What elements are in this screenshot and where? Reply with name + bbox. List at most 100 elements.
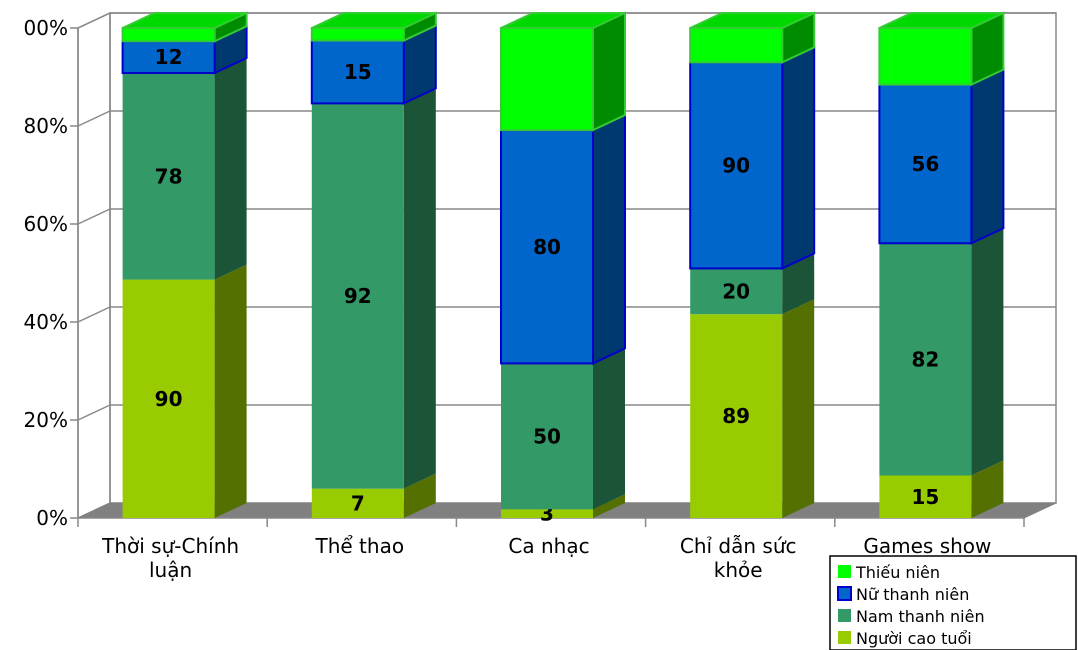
bar-side: [781, 45, 816, 270]
bar-front: [878, 83, 973, 245]
x-tick-label: Chỉ dẫn sức khỏe: [680, 534, 797, 582]
y-tick-label: 80%: [24, 114, 68, 138]
legend-swatch: [838, 609, 851, 622]
bar-thieu-nien-ca-nhac: [500, 11, 626, 132]
bar-front: [689, 27, 784, 64]
data-label: 92: [344, 284, 372, 308]
legend-label: Nam thanh niên: [856, 607, 985, 626]
data-label: 82: [911, 347, 939, 371]
legend-item-nguoi-cao-tuoi: Người cao tuổi: [838, 629, 972, 648]
bar-nguoi-cao-tuoi-the-thao: 7: [311, 473, 436, 518]
bar-front: [879, 243, 972, 476]
data-label: 12: [155, 45, 183, 69]
side-wall: [77, 11, 111, 520]
gridline-side: [77, 404, 111, 421]
gridline-side: [77, 306, 111, 323]
bar-nam-thanh-nien-thoi-su-chinh-luan: 78: [122, 58, 247, 280]
bar-front: [311, 103, 404, 489]
data-label: 20: [722, 279, 750, 303]
bar-nu-thanh-nien-games-show: 56: [878, 68, 1005, 245]
gridline-side: [77, 110, 111, 127]
x-tick-label: Games show: [863, 534, 991, 558]
bar-front: [500, 27, 594, 132]
legend-label: Nữ thanh niên: [856, 585, 969, 604]
bar-top: [500, 12, 626, 29]
bar-front: [500, 129, 594, 365]
x-tick-label: Thể thao: [315, 534, 405, 558]
bar-nu-thanh-nien-chi-dan-suc-khoe: 90: [689, 45, 816, 270]
legend-swatch: [838, 565, 851, 578]
data-label: 7: [351, 491, 365, 515]
bar-side: [971, 460, 1004, 518]
data-label: 56: [911, 152, 939, 176]
bar-front: [121, 27, 216, 43]
bar-front: [122, 279, 215, 518]
bar-thieu-nien-thoi-su-chinh-luan: [121, 11, 248, 43]
bar-front: [690, 314, 783, 518]
x-tick-label: Ca nhạc: [508, 534, 589, 558]
bar-top: [122, 12, 248, 29]
bar-front: [690, 268, 783, 315]
y-tick-label: 40%: [24, 310, 68, 334]
bar-nam-thanh-nien-chi-dan-suc-khoe: 20: [690, 253, 815, 315]
legend-label: Người cao tuổi: [856, 629, 972, 648]
bar-front: [878, 27, 973, 86]
bar-side: [593, 494, 625, 518]
bar-nu-thanh-nien-the-thao: 15: [310, 23, 437, 105]
bar-front: [310, 39, 405, 105]
legend-item-nam-thanh-nien: Nam thanh niên: [838, 607, 985, 626]
legend-item-thieu-nien: Thiếu niên: [838, 563, 940, 582]
data-label: 50: [533, 424, 561, 448]
data-label: 90: [155, 387, 183, 411]
bar-side: [403, 88, 436, 489]
legend-item-nu-thanh-nien: Nữ thanh niên: [837, 585, 969, 604]
bar-nam-thanh-nien-ca-nhac: 50: [501, 348, 625, 510]
y-tick-label: 0%: [36, 506, 68, 530]
bar-front: [121, 40, 216, 75]
bar-front: [122, 73, 215, 280]
bar-front: [501, 363, 593, 510]
legend-swatch: [837, 586, 852, 601]
data-label: 80: [533, 235, 561, 259]
data-label: 90: [722, 153, 750, 177]
data-label: 15: [344, 60, 372, 84]
data-label: 78: [155, 164, 183, 188]
bar-side: [593, 348, 625, 510]
gridline-side: [77, 208, 111, 225]
bar-front: [879, 475, 972, 518]
bar-nguoi-cao-tuoi-games-show: 15: [879, 460, 1004, 518]
bar-side: [970, 68, 1005, 245]
bar-side: [214, 58, 247, 280]
data-label: 89: [722, 404, 750, 428]
x-tick-label: Thời sự-Chính luận: [101, 534, 239, 582]
legend-swatch: [838, 631, 851, 644]
bar-side: [782, 299, 815, 518]
bar-front: [310, 27, 405, 42]
y-tick-label: 60%: [24, 212, 68, 236]
bar-side: [214, 264, 247, 518]
bar-thieu-nien-games-show: [878, 11, 1005, 87]
bar-nguoi-cao-tuoi-thoi-su-chinh-luan: 90: [122, 264, 247, 518]
bar-nam-thanh-nien-the-thao: 92: [311, 88, 436, 489]
bar-front: [501, 509, 593, 518]
legend: Thiếu niên Nữ thanh niên Nam thanh niên Ngư…: [829, 555, 1077, 650]
y-axis: 0% 20% 40% 60% 80% 00%: [24, 16, 79, 530]
bar-side: [782, 253, 815, 315]
bar-front: [311, 488, 404, 518]
bar-nu-thanh-nien-ca-nhac: 80: [500, 113, 626, 365]
y-tick-label: 00%: [24, 16, 68, 40]
bar-thieu-nien-the-thao: [310, 11, 437, 43]
y-tick-label: 20%: [24, 408, 68, 432]
bar-nam-thanh-nien-games-show: 82: [879, 228, 1004, 476]
bar-thieu-nien-chi-dan-suc-khoe: [689, 11, 816, 64]
x-axis: Thời sự-Chính luận Thể thao Ca nhạc Chỉ dẫn …: [77, 517, 1025, 582]
bar-top: [689, 12, 815, 29]
legend-label: Thiếu niên: [855, 563, 940, 582]
legend-box: [829, 555, 1077, 650]
bar-side: [592, 113, 626, 365]
bar-top: [878, 12, 1004, 29]
data-label: 15: [911, 485, 939, 509]
bar-side: [971, 228, 1004, 476]
